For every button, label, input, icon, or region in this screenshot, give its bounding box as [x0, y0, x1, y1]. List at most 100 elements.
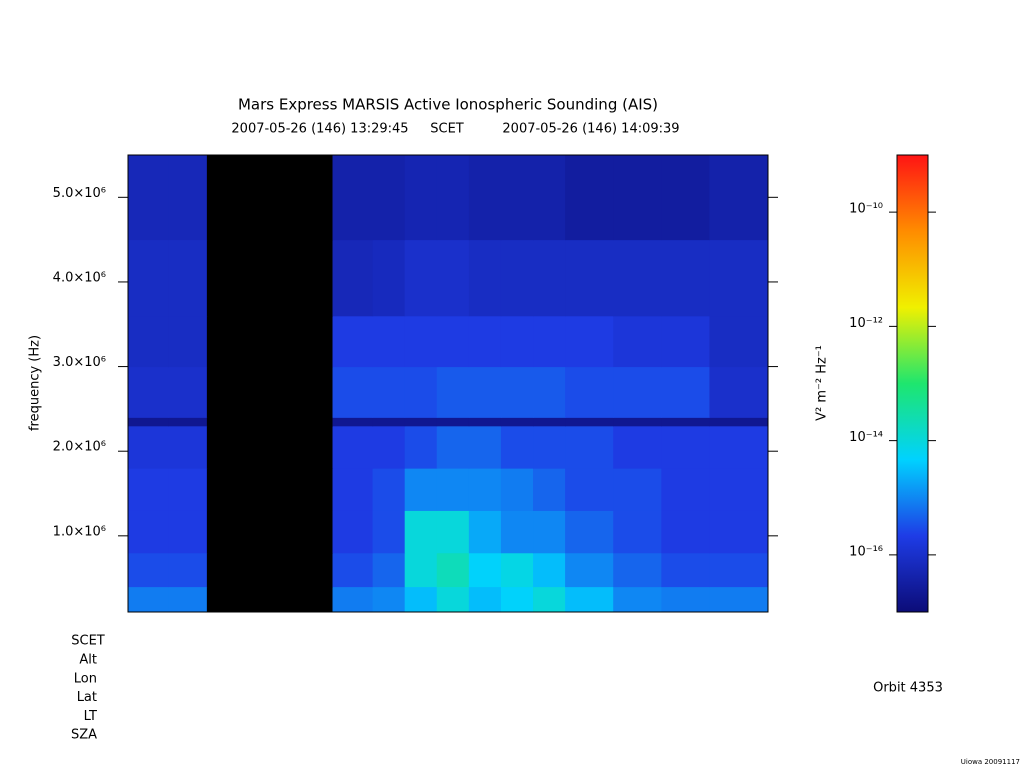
heatmap-cell: [372, 468, 406, 511]
heatmap-cell: [436, 552, 470, 588]
heatmap-cell: [565, 315, 614, 368]
data-gap: [206, 417, 334, 427]
heatmap-cell: [709, 417, 769, 427]
heatmap-cell: [332, 417, 374, 427]
colorbar-tick-label: 10⁻¹⁴: [849, 430, 883, 445]
heatmap-cell: [128, 510, 169, 554]
heatmap-cell: [468, 366, 502, 418]
orbit: Orbit 4353: [873, 681, 943, 696]
data-gap: [206, 315, 334, 368]
heatmap-cell: [404, 239, 438, 317]
heatmap-cell: [332, 586, 374, 613]
heatmap-cell: [709, 425, 769, 469]
heatmap-cell: [372, 552, 406, 588]
heatmap-cell: [168, 366, 208, 418]
heatmap-cell: [613, 417, 662, 427]
heatmap-cell: [128, 586, 169, 613]
heatmap-cell: [661, 239, 710, 317]
heatmap-cell: [613, 510, 662, 554]
heatmap-cell: [436, 468, 470, 511]
heatmap-cell: [613, 468, 662, 511]
heatmap-cell: [168, 417, 208, 427]
heatmap-cell: [332, 315, 374, 368]
heatmap-cell: [565, 417, 614, 427]
y-tick-label: 2.0×10⁶: [53, 440, 106, 455]
heatmap-cell: [533, 155, 566, 241]
heatmap-cell: [613, 425, 662, 469]
data-gap: [206, 366, 334, 418]
data-gap: [206, 468, 334, 511]
heatmap-cell: [168, 586, 208, 613]
heatmap-cell: [372, 425, 406, 469]
heatmap-cell: [500, 586, 534, 613]
heatmap-cell: [565, 510, 614, 554]
heatmap-cell: [500, 315, 534, 368]
heatmap-cell: [661, 586, 710, 613]
heatmap-cell: [332, 468, 374, 511]
heatmap-cell: [436, 239, 470, 317]
heatmap-cell: [533, 239, 566, 317]
heatmap-cell: [436, 155, 470, 241]
heatmap-cell: [709, 155, 769, 241]
heatmap-cell: [565, 468, 614, 511]
data-gap: [206, 239, 334, 317]
y-tick-label: 3.0×10⁶: [53, 355, 106, 370]
heatmap-cell: [128, 552, 169, 588]
heatmap-cell: [168, 552, 208, 588]
heatmap-cell: [709, 552, 769, 588]
heatmap-cell: [533, 366, 566, 418]
heatmap-cell: [404, 366, 438, 418]
heatmap-cell: [533, 552, 566, 588]
heatmap-cell: [533, 586, 566, 613]
heatmap-cell: [565, 155, 614, 241]
heatmap-cell: [168, 315, 208, 368]
heatmap-cell: [500, 552, 534, 588]
credit: Uiowa 20091117: [961, 758, 1020, 766]
heatmap-cell: [128, 417, 169, 427]
heatmap-cell: [168, 425, 208, 469]
heatmap-cell: [533, 417, 566, 427]
heatmap: [128, 155, 769, 613]
heatmap-cell: [468, 417, 502, 427]
start-time: 2007-05-26 (146) 13:29:45: [231, 122, 408, 137]
heatmap-cell: [468, 552, 502, 588]
heatmap-cell: [128, 468, 169, 511]
heatmap-cell: [332, 366, 374, 418]
y-tick-label: 1.0×10⁶: [53, 524, 106, 539]
y-axis-label: frequency (Hz): [28, 335, 43, 431]
heatmap-cell: [436, 586, 470, 613]
ephemeris-label: Lon: [74, 671, 97, 686]
heatmap-cell: [404, 552, 438, 588]
heatmap-cell: [404, 586, 438, 613]
heatmap-cell: [565, 586, 614, 613]
heatmap-cell: [500, 468, 534, 511]
heatmap-cell: [168, 468, 208, 511]
heatmap-cell: [533, 425, 566, 469]
heatmap-cell: [661, 155, 710, 241]
heatmap-cell: [332, 425, 374, 469]
heatmap-cell: [709, 366, 769, 418]
heatmap-cell: [565, 239, 614, 317]
heatmap-cell: [709, 510, 769, 554]
heatmap-cell: [436, 366, 470, 418]
heatmap-cell: [565, 425, 614, 469]
heatmap-cell: [436, 417, 470, 427]
heatmap-cell: [468, 155, 502, 241]
heatmap-cell: [613, 586, 662, 613]
time-system: SCET: [430, 122, 464, 137]
x-axis-label: SCET: [71, 634, 105, 649]
heatmap-cell: [468, 315, 502, 368]
heatmap-cell: [661, 366, 710, 418]
heatmap-cell: [661, 510, 710, 554]
heatmap-cell: [565, 366, 614, 418]
heatmap-cell: [709, 468, 769, 511]
heatmap-cell: [372, 315, 406, 368]
heatmap-cell: [468, 586, 502, 613]
heatmap-cell: [436, 315, 470, 368]
heatmap-cell: [468, 425, 502, 469]
heatmap-cell: [500, 510, 534, 554]
heatmap-cell: [500, 239, 534, 317]
colorbar-tick-label: 10⁻¹⁰: [849, 202, 883, 217]
y-tick-label: 4.0×10⁶: [53, 270, 106, 285]
